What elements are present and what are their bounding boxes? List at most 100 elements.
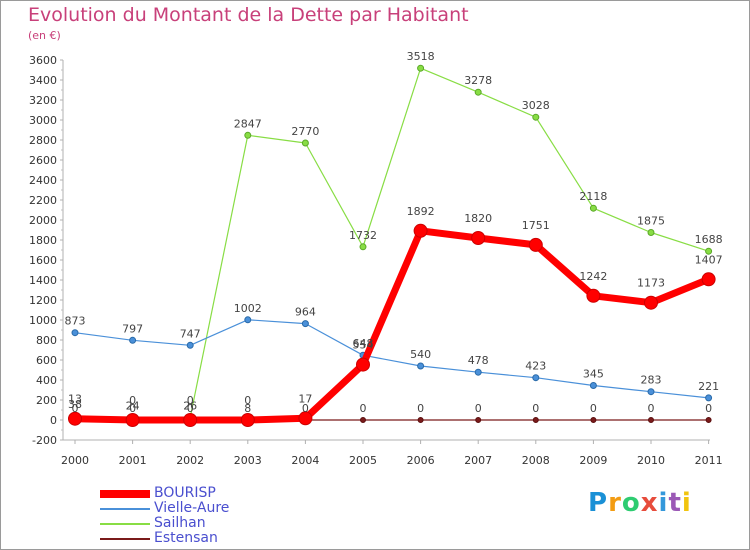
- data-point: [532, 113, 540, 121]
- series-line: [74, 227, 710, 424]
- legend-swatch: [100, 523, 150, 525]
- data-point: [701, 272, 716, 287]
- data-label: 423: [525, 360, 546, 373]
- data-point: [68, 411, 82, 426]
- legend-swatch: [100, 490, 150, 498]
- data-label: 345: [583, 368, 604, 381]
- y-tick-label: 1200: [29, 294, 57, 307]
- y-tick-label: 0: [50, 414, 57, 427]
- data-point: [298, 411, 313, 426]
- data-label: 1688: [695, 233, 723, 246]
- y-tick-label: 600: [36, 354, 57, 367]
- data-point: [129, 336, 137, 344]
- data-label: 0: [129, 394, 136, 407]
- y-tick-label: 200: [36, 394, 57, 407]
- legend-swatch: [100, 508, 150, 510]
- x-tick-label: 2008: [522, 454, 550, 467]
- data-label: 1732: [349, 229, 377, 242]
- legend-label: Vielle-Aure: [154, 500, 230, 516]
- y-tick-label: 3200: [29, 94, 57, 107]
- data-point: [705, 394, 713, 402]
- y-tick-label: 2800: [29, 134, 57, 147]
- data-point: [186, 341, 194, 349]
- data-point: [125, 413, 140, 427]
- data-point: [71, 329, 79, 337]
- x-tick-label: 2005: [349, 454, 377, 467]
- data-label: 3278: [464, 74, 492, 87]
- data-point: [647, 229, 655, 236]
- data-point: [244, 316, 252, 324]
- logo-letter: x: [640, 488, 659, 518]
- data-point: [532, 417, 539, 423]
- y-tick-label: 1600: [29, 254, 57, 267]
- data-label: 648: [353, 337, 374, 350]
- legend-item-sailhan: Sailhan: [100, 515, 320, 531]
- y-tick-label: 800: [36, 334, 57, 347]
- data-label: 478: [468, 354, 489, 367]
- data-point: [417, 362, 425, 370]
- chart-legend: BOURISP Vielle-Aure Sailhan Estensan: [100, 485, 320, 546]
- legend-item-bourisp: BOURISP: [100, 485, 320, 501]
- logo-letter: i: [658, 488, 669, 518]
- legend-label: Estensan: [154, 530, 218, 546]
- data-point: [532, 374, 540, 382]
- data-label: 17: [298, 392, 312, 405]
- logo-letter: i: [681, 488, 692, 518]
- data-label: 0: [360, 402, 367, 415]
- data-label: 1875: [637, 215, 665, 228]
- logo-letter: r: [608, 488, 622, 518]
- x-tick-label: 2000: [61, 454, 89, 467]
- data-label: 3518: [407, 50, 435, 63]
- data-label: 1820: [464, 212, 492, 225]
- chart-subtitle: (en €): [28, 29, 61, 42]
- data-point: [589, 204, 597, 212]
- data-label: 13: [68, 393, 82, 406]
- data-point: [705, 247, 713, 255]
- legend-item-estensan: Estensan: [100, 530, 320, 546]
- data-point: [417, 64, 425, 72]
- data-label: 1751: [522, 219, 550, 232]
- data-label: 283: [641, 374, 662, 387]
- x-tick-label: 2002: [176, 454, 204, 467]
- y-tick-label: 2400: [29, 174, 57, 187]
- data-label: 1892: [407, 205, 435, 218]
- data-label: 26: [183, 399, 197, 412]
- data-label: 24: [126, 400, 140, 413]
- series-vielle-aure: [71, 316, 713, 402]
- data-point: [471, 231, 486, 245]
- legend-label: Sailhan: [154, 515, 206, 531]
- series-line: [74, 67, 709, 419]
- data-label: 964: [295, 306, 316, 319]
- data-label: 747: [180, 327, 201, 340]
- data-point: [356, 357, 370, 372]
- data-point: [360, 417, 366, 423]
- data-label: 8: [244, 402, 251, 415]
- data-label: 2847: [234, 117, 262, 130]
- data-point: [586, 288, 601, 303]
- data-point: [240, 413, 255, 427]
- data-point: [474, 368, 482, 376]
- series-line: [74, 319, 709, 399]
- data-label: 0: [648, 402, 655, 415]
- data-point: [590, 417, 597, 423]
- y-tick-label: 2000: [29, 214, 57, 227]
- data-label: 0: [187, 394, 194, 407]
- data-label: 0: [590, 402, 597, 415]
- x-tick-label: 2006: [407, 454, 435, 467]
- data-label: 0: [417, 402, 424, 415]
- data-label: 1407: [695, 253, 723, 266]
- logo-letter: P: [588, 488, 609, 518]
- logo-letter: t: [668, 488, 682, 518]
- data-label: 873: [65, 315, 86, 328]
- x-tick-label: 2001: [119, 454, 147, 467]
- x-tick-label: 2003: [234, 454, 262, 467]
- data-point: [413, 223, 428, 238]
- data-point: [359, 243, 367, 251]
- y-tick-label: 400: [36, 374, 57, 387]
- data-point: [528, 237, 543, 252]
- data-label: 1242: [579, 270, 607, 283]
- data-label: 221: [698, 380, 719, 393]
- data-point: [301, 320, 309, 328]
- y-tick-label: 1800: [29, 234, 57, 247]
